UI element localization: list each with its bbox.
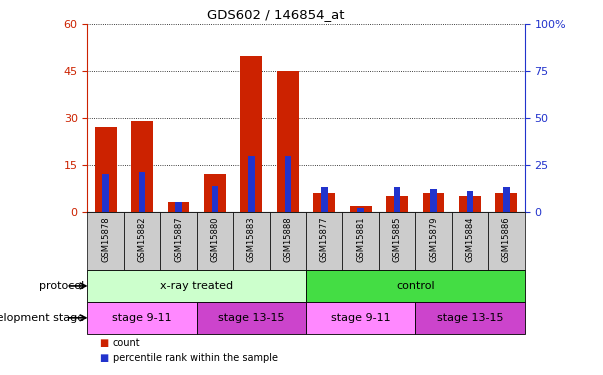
Text: GSM15879: GSM15879 <box>429 216 438 262</box>
Text: protocol: protocol <box>39 281 84 291</box>
Text: control: control <box>396 281 435 291</box>
Bar <box>423 193 444 212</box>
Bar <box>415 302 525 334</box>
Bar <box>197 212 233 270</box>
Text: ■: ■ <box>99 338 109 348</box>
Text: GSM15878: GSM15878 <box>101 216 110 262</box>
Bar <box>452 212 488 270</box>
Bar <box>379 212 415 270</box>
Text: development stage: development stage <box>0 313 84 323</box>
Bar <box>285 156 291 212</box>
Text: x-ray treated: x-ray treated <box>160 281 233 291</box>
Bar <box>343 212 379 270</box>
Bar <box>306 212 343 270</box>
Bar <box>168 202 189 212</box>
Text: count: count <box>113 338 140 348</box>
Bar <box>87 212 124 270</box>
Bar <box>160 212 197 270</box>
Bar <box>270 212 306 270</box>
Text: GSM15886: GSM15886 <box>502 216 511 262</box>
Text: stage 13-15: stage 13-15 <box>218 313 285 323</box>
Text: stage 9-11: stage 9-11 <box>112 313 172 323</box>
Text: stage 13-15: stage 13-15 <box>437 313 504 323</box>
Bar <box>175 202 182 212</box>
Bar <box>87 270 306 302</box>
Bar <box>314 193 335 212</box>
Bar <box>306 270 525 302</box>
Bar <box>241 56 262 212</box>
Bar <box>394 188 400 212</box>
Bar <box>358 208 364 212</box>
Bar <box>386 196 408 212</box>
Bar <box>306 302 415 334</box>
Bar <box>233 212 270 270</box>
Bar <box>431 189 437 212</box>
Text: GSM15880: GSM15880 <box>210 216 219 262</box>
Bar <box>321 188 327 212</box>
Bar <box>212 186 218 212</box>
Text: GSM15881: GSM15881 <box>356 216 365 262</box>
Bar <box>467 191 473 212</box>
Text: GSM15884: GSM15884 <box>466 216 475 262</box>
Bar <box>124 212 160 270</box>
Text: GDS602 / 146854_at: GDS602 / 146854_at <box>207 8 345 21</box>
Bar <box>459 196 481 212</box>
Bar <box>197 302 306 334</box>
Bar <box>87 302 197 334</box>
Bar <box>103 174 109 212</box>
Bar <box>350 206 371 212</box>
Bar <box>131 121 153 212</box>
Bar <box>415 212 452 270</box>
Text: GSM15877: GSM15877 <box>320 216 329 262</box>
Bar <box>248 156 254 212</box>
Text: ■: ■ <box>99 353 109 363</box>
Bar <box>277 71 298 212</box>
Bar <box>496 193 517 212</box>
Bar <box>503 188 510 212</box>
Text: GSM15887: GSM15887 <box>174 216 183 262</box>
Bar <box>204 174 226 212</box>
Text: stage 9-11: stage 9-11 <box>331 313 391 323</box>
Bar <box>488 212 525 270</box>
Bar <box>95 128 116 212</box>
Text: GSM15882: GSM15882 <box>137 216 147 262</box>
Text: GSM15883: GSM15883 <box>247 216 256 262</box>
Text: GSM15885: GSM15885 <box>393 216 402 262</box>
Text: GSM15888: GSM15888 <box>283 216 292 262</box>
Bar <box>139 172 145 212</box>
Text: percentile rank within the sample: percentile rank within the sample <box>113 353 278 363</box>
